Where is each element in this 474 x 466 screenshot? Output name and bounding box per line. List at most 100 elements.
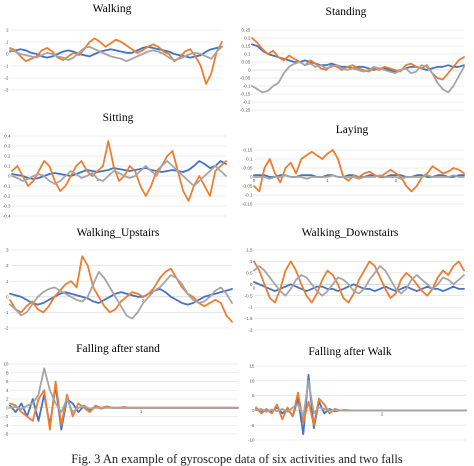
y-tick-label: 0	[6, 52, 9, 57]
series-line-blue	[253, 281, 465, 293]
y-tick-label: 0	[248, 68, 251, 73]
figure-caption: Fig. 3 An example of gyroscope data of s…	[71, 452, 403, 466]
y-tick-label: 15	[249, 364, 255, 369]
y-tick-label: 0.25	[242, 28, 251, 33]
y-tick-label: 0.15	[244, 148, 253, 153]
chart-panel-1: Walking 2 1 0 -1 -2 -3	[4, 3, 223, 93]
y-tick-label: 1	[6, 40, 9, 45]
series-line-orange	[253, 149, 465, 193]
y-tick-label: -3	[4, 88, 9, 93]
y-tick-label: -1	[4, 310, 9, 315]
y-tick-label: 1	[6, 279, 9, 284]
chart-title: Walking_Downstairs	[302, 227, 399, 239]
y-tick-label: -0.3	[3, 204, 11, 209]
y-tick-label: 0.1	[4, 164, 11, 169]
y-tick-label: 0.1	[244, 52, 251, 57]
x-tick-label: 0	[253, 178, 256, 183]
series-line-orange	[11, 140, 227, 202]
y-tick-label: -2	[4, 76, 9, 81]
y-tick-label: 0	[6, 294, 9, 299]
y-tick-label: 0.2	[244, 36, 251, 41]
series-line-gray	[9, 270, 233, 320]
chart-panel-7: Falling after stand 10 8 6 4 2 0 -2 -4 -6 1	[3, 343, 239, 437]
chart-title: Walking	[93, 3, 132, 15]
y-tick-label: 2	[6, 397, 9, 402]
y-tick-label: -0.15	[242, 202, 253, 207]
series-line-gray	[251, 61, 465, 94]
x-tick-label: 1	[326, 178, 329, 183]
chart-title: Standing	[326, 6, 367, 18]
y-tick-label: 0	[250, 175, 253, 180]
y-tick-label: 1	[250, 259, 253, 264]
y-tick-label: -4	[4, 423, 9, 428]
y-tick-label: -6	[4, 432, 9, 437]
y-tick-label: 1.5	[246, 248, 253, 253]
x-tick-label: 1	[140, 409, 143, 414]
y-tick-label: -0.1	[243, 84, 251, 89]
series-line-gray	[11, 160, 227, 187]
x-tick-label: 2	[381, 411, 384, 416]
series-line-gray	[9, 367, 239, 414]
y-tick-label: -2	[248, 328, 253, 333]
y-tick-label: -0.15	[240, 92, 251, 97]
y-tick-label: -0.25	[240, 108, 251, 113]
y-tick-label: 0	[8, 174, 11, 179]
series-line-blue	[9, 45, 223, 59]
y-tick-label: 6	[6, 379, 9, 384]
chart-panel-2: Standing 0.25 0.2 0.15 0.1 0.05 0 -0.05 -0.1 -0.1…	[240, 6, 465, 113]
y-tick-label: 0	[252, 408, 255, 413]
x-tick-label: 0	[253, 285, 256, 290]
y-tick-label: -0.05	[240, 76, 251, 81]
y-tick-label: 0	[6, 405, 9, 410]
y-tick-label: 3	[6, 248, 9, 253]
chart-title: Laying	[336, 124, 369, 136]
series-line-blue	[11, 160, 227, 180]
series-line-gray	[255, 379, 467, 418]
series-line-orange	[9, 37, 223, 85]
y-tick-label: -2	[4, 414, 9, 419]
y-tick-label: -0.05	[242, 184, 253, 189]
x-tick-label: 2	[142, 298, 145, 303]
y-tick-label: -1.5	[245, 316, 253, 321]
series-line-orange	[9, 380, 239, 431]
series-line-gray	[253, 265, 465, 297]
y-tick-label: 0.05	[242, 60, 251, 65]
y-tick-label: 2	[6, 263, 9, 268]
y-tick-label: 8	[6, 370, 9, 375]
chart-title: Walking_Upstairs	[77, 227, 160, 239]
series-line-gray	[253, 174, 465, 180]
y-tick-label: 0.3	[4, 144, 11, 149]
y-tick-label: 2	[6, 28, 9, 33]
y-tick-label: -0.1	[245, 193, 253, 198]
chart-title: Falling after Walk	[308, 346, 391, 358]
y-tick-label: 0.4	[4, 134, 11, 139]
y-tick-label: 0.15	[242, 44, 251, 49]
y-tick-label: -10	[248, 438, 255, 443]
series-line-orange	[255, 391, 467, 427]
y-tick-label: 0	[250, 282, 253, 287]
series-line-orange	[9, 255, 233, 323]
y-tick-label: 10	[3, 362, 9, 367]
series-line-blue	[9, 288, 233, 306]
x-tick-label: 2	[394, 178, 397, 183]
y-tick-label: 5	[252, 393, 255, 398]
chart-title: Falling after stand	[76, 343, 160, 355]
y-tick-label: 0.2	[4, 154, 11, 159]
y-tick-label: 0.5	[246, 270, 253, 275]
chart-panel-8: Falling after Walk 15 10 5 0 -5 -10 2	[248, 346, 467, 443]
y-tick-label: 0.05	[244, 166, 253, 171]
y-tick-label: -0.5	[245, 293, 253, 298]
series-line-orange	[253, 260, 465, 304]
y-tick-label: 0.1	[246, 157, 253, 162]
chart-panel-5: Walking_Upstairs 3 2 1 0 -1 -2 2	[4, 227, 233, 331]
y-tick-label: -0.1	[3, 184, 11, 189]
series-line-gray	[9, 45, 223, 63]
y-tick-label: -0.2	[243, 100, 251, 105]
y-tick-label: -1	[248, 305, 253, 310]
y-tick-label: -0.2	[3, 194, 11, 199]
y-tick-label: -0.4	[3, 214, 11, 219]
